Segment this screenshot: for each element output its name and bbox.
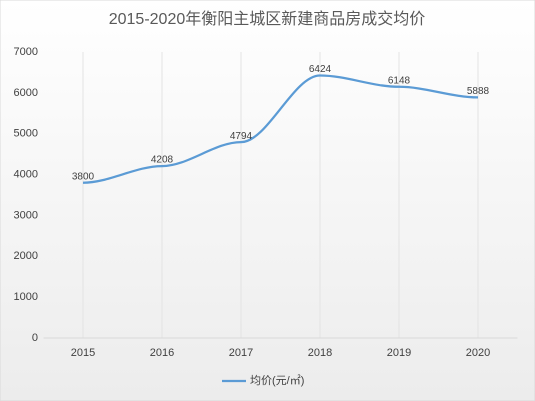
y-tick-label: 3000 [14, 209, 38, 221]
chart-title: 2015-2020年衡阳主城区新建商品房成交均价 [109, 10, 426, 28]
y-tick-label: 2000 [14, 250, 38, 262]
y-tick-label: 5000 [14, 128, 38, 140]
x-tick-label: 2017 [229, 347, 253, 359]
y-tick-label: 6000 [14, 87, 38, 99]
data-label: 6424 [309, 64, 332, 75]
y-tick-label: 1000 [14, 291, 38, 303]
y-tick-label: 0 [32, 332, 38, 344]
x-tick-label: 2018 [308, 347, 332, 359]
data-label: 5888 [467, 86, 490, 97]
x-tick-label: 2016 [150, 347, 174, 359]
data-label: 4794 [230, 131, 253, 142]
x-tick-label: 2019 [387, 347, 411, 359]
data-label: 4208 [151, 155, 174, 166]
x-tick-label: 2015 [71, 347, 95, 359]
legend-label: 均价(元/㎡) [250, 374, 304, 387]
data-label: 3800 [72, 171, 95, 182]
y-tick-label: 7000 [14, 46, 38, 58]
data-label: 6148 [388, 75, 411, 86]
y-tick-label: 4000 [14, 168, 38, 180]
series-line [82, 74, 479, 184]
x-tick-label: 2020 [466, 347, 490, 359]
